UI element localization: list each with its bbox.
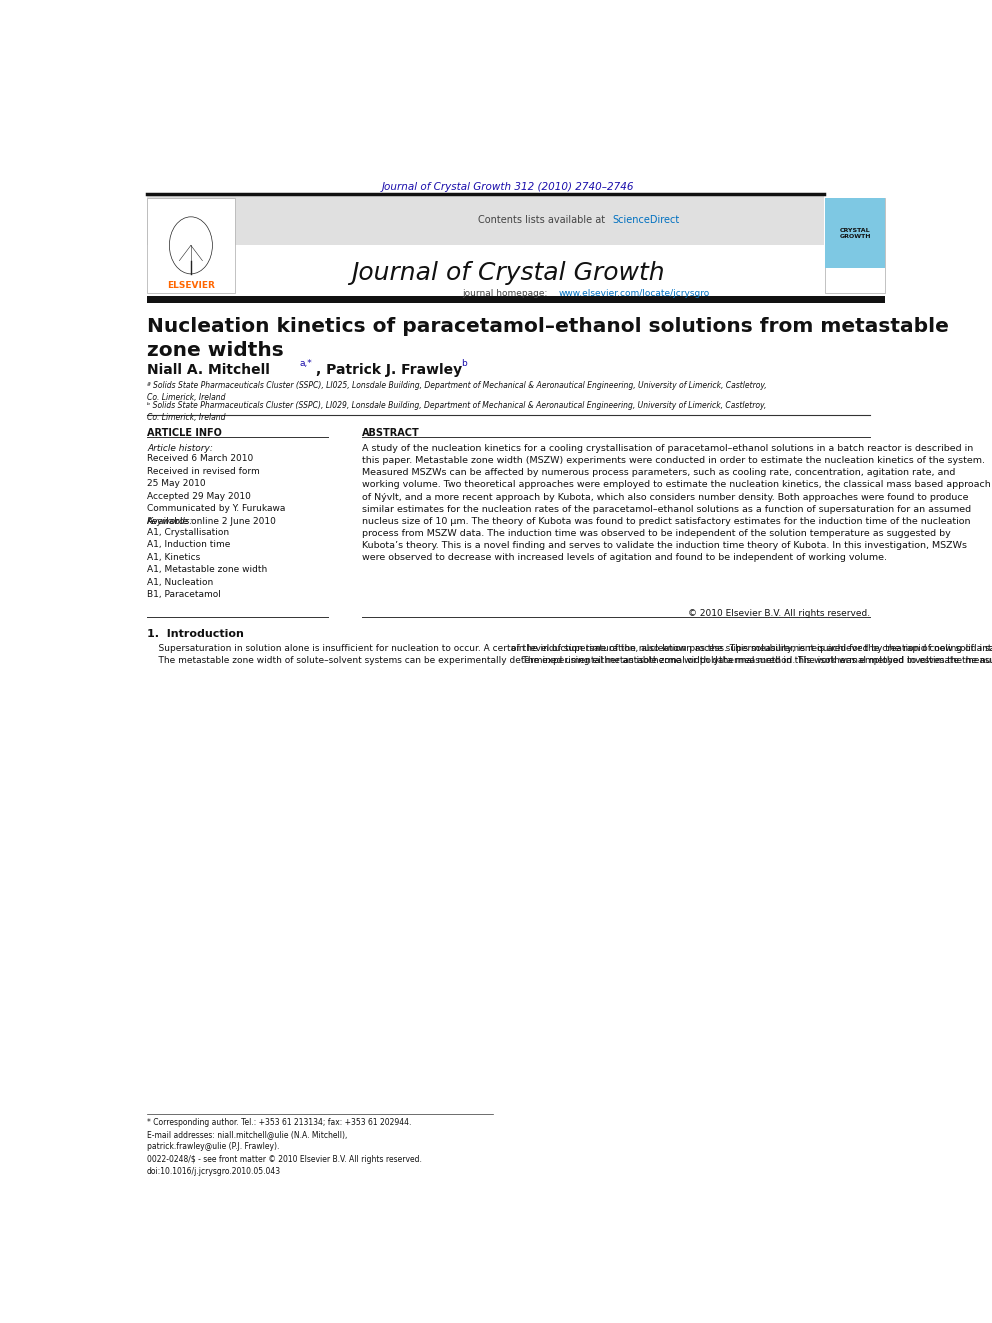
Text: 1.  Introduction: 1. Introduction — [147, 630, 244, 639]
Text: E-mail addresses: niall.mitchell@ulie (N.A. Mitchell),
patrick.frawley@ulie (P.J: E-mail addresses: niall.mitchell@ulie (N… — [147, 1131, 347, 1151]
Text: Nucleation kinetics of paracetamol–ethanol solutions from metastable
zone widths: Nucleation kinetics of paracetamol–ethan… — [147, 316, 949, 360]
Text: Supersaturation in solution alone is insufficient for nucleation to occur. A cer: Supersaturation in solution alone is ins… — [147, 644, 992, 665]
Text: ARTICLE INFO: ARTICLE INFO — [147, 427, 222, 438]
FancyBboxPatch shape — [147, 198, 235, 294]
Text: ª Solids State Pharmaceuticals Cluster (SSPC), LI025, Lonsdale Building, Departm: ª Solids State Pharmaceuticals Cluster (… — [147, 381, 767, 402]
Text: A study of the nucleation kinetics for a cooling crystallisation of paracetamol–: A study of the nucleation kinetics for a… — [362, 445, 991, 562]
Text: ᵇ Solids State Pharmaceuticals Cluster (SSPC), LI029, Lonsdale Building, Departm: ᵇ Solids State Pharmaceuticals Cluster (… — [147, 401, 766, 422]
Text: Contents lists available at: Contents lists available at — [478, 214, 608, 225]
Text: ELSEVIER: ELSEVIER — [167, 282, 215, 290]
FancyBboxPatch shape — [825, 198, 885, 294]
FancyBboxPatch shape — [147, 196, 823, 245]
Text: 0022-0248/$ - see front matter © 2010 Elsevier B.V. All rights reserved.
doi:10.: 0022-0248/$ - see front matter © 2010 El… — [147, 1155, 422, 1176]
Text: journal homepage:: journal homepage: — [462, 290, 551, 298]
Text: of the induction time of the nucleation process. This measurement is achieved by: of the induction time of the nucleation … — [511, 644, 992, 665]
Text: Received 6 March 2010
Received in revised form
25 May 2010
Accepted 29 May 2010
: Received 6 March 2010 Received in revise… — [147, 454, 286, 525]
FancyBboxPatch shape — [825, 198, 885, 267]
Text: , Patrick J. Frawley: , Patrick J. Frawley — [316, 363, 462, 377]
Text: www.elsevier.com/locate/jcrysgro: www.elsevier.com/locate/jcrysgro — [558, 290, 709, 298]
Text: a,*: a,* — [300, 360, 312, 368]
Text: Keywords:: Keywords: — [147, 517, 193, 527]
Text: A1, Crystallisation
A1, Induction time
A1, Kinetics
A1, Metastable zone width
A1: A1, Crystallisation A1, Induction time A… — [147, 528, 267, 599]
Text: © 2010 Elsevier B.V. All rights reserved.: © 2010 Elsevier B.V. All rights reserved… — [687, 609, 870, 618]
Text: ScienceDirect: ScienceDirect — [612, 214, 680, 225]
FancyBboxPatch shape — [147, 296, 885, 303]
Text: CRYSTAL
GROWTH: CRYSTAL GROWTH — [839, 228, 871, 238]
Text: ABSTRACT: ABSTRACT — [362, 427, 420, 438]
Text: Article history:: Article history: — [147, 445, 213, 452]
Text: b: b — [460, 360, 466, 368]
Text: Journal of Crystal Growth 312 (2010) 2740–2746: Journal of Crystal Growth 312 (2010) 274… — [382, 183, 635, 192]
Text: Niall A. Mitchell: Niall A. Mitchell — [147, 363, 270, 377]
Text: Journal of Crystal Growth: Journal of Crystal Growth — [351, 261, 666, 284]
Text: * Corresponding author. Tel.: +353 61 213134; fax: +353 61 202944.: * Corresponding author. Tel.: +353 61 21… — [147, 1118, 412, 1127]
